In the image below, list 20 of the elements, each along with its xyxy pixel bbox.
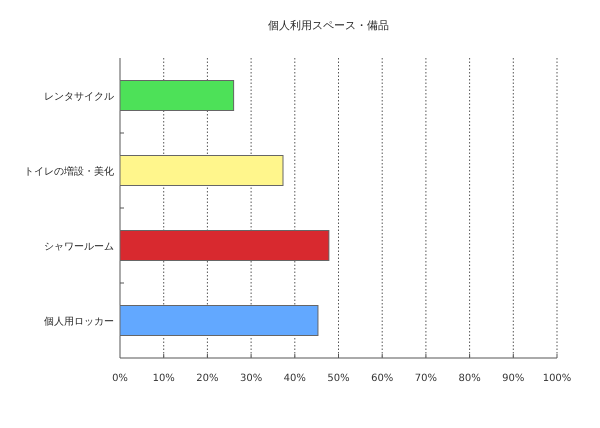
y-tick-label: トイレの増設・美化 — [24, 166, 114, 178]
x-tick-label: 100% — [542, 373, 572, 384]
x-tick-label: 30% — [240, 373, 262, 384]
x-tick-label: 60% — [371, 373, 394, 384]
x-tick-label: 70% — [414, 373, 438, 384]
bar — [120, 230, 330, 261]
y-tick-label: シャワールーム — [44, 242, 114, 252]
x-tick-label: 40% — [284, 373, 306, 384]
x-tick-label: 80% — [458, 373, 481, 384]
x-tick-label: 90% — [502, 373, 524, 384]
y-tick-label: レンタサイクル — [44, 92, 114, 102]
bar — [120, 155, 284, 186]
chart-title: 個人利用スペース・備品 — [268, 19, 389, 32]
x-tick-label: 20% — [196, 373, 219, 384]
x-tick-label: 0% — [112, 373, 128, 384]
y-tick-label: 個人用ロッカー — [44, 316, 114, 328]
bar — [120, 305, 318, 336]
bar — [120, 80, 234, 111]
x-tick-label: 10% — [152, 373, 175, 384]
x-tick-label: 50% — [327, 373, 350, 384]
